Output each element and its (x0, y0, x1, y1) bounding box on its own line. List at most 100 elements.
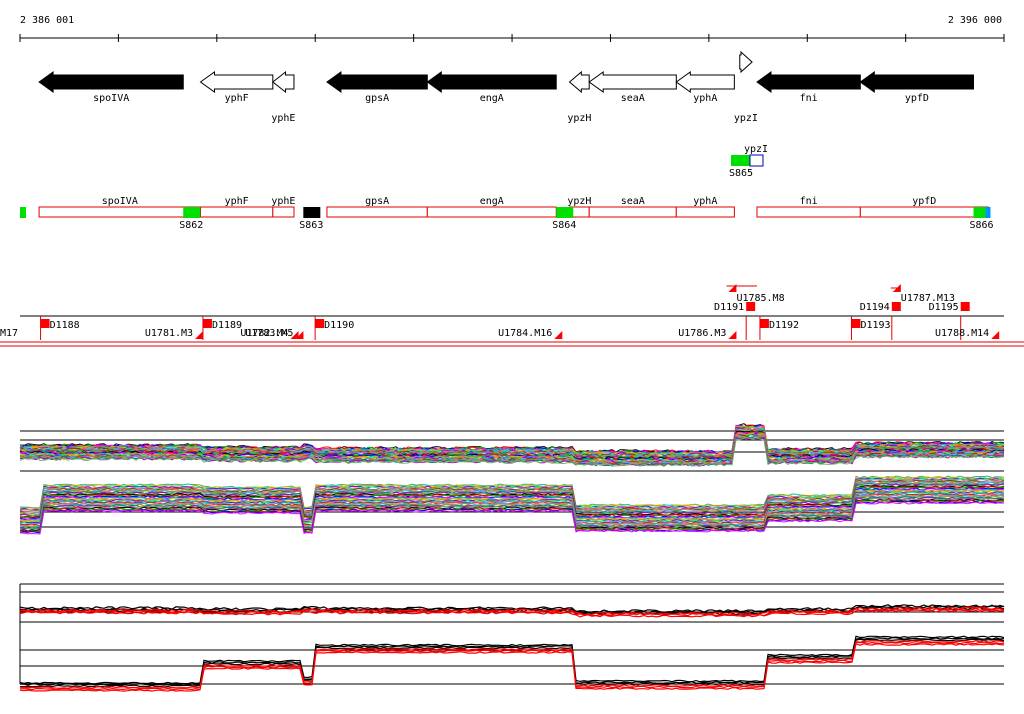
expression-profile-lower (19, 491, 1005, 525)
downshift-marker-d1195[interactable] (960, 302, 970, 311)
gene-label-gpsa: gpsA (365, 93, 389, 104)
s865-sigma-site (731, 155, 750, 166)
expression-profile-lower (19, 493, 1005, 527)
upshift-marker-u1781-m3[interactable] (195, 331, 204, 339)
downshift-marker-d1191[interactable] (746, 302, 756, 311)
gene-arrow-yphe[interactable] (272, 70, 295, 94)
edge-segment-label: M17 (0, 328, 18, 339)
downshift-label-d1191: D1191 (714, 302, 744, 313)
gene-arrow-enga[interactable] (426, 71, 557, 93)
sigma-site-label-s863: S863 (299, 220, 323, 231)
gene-label-fni: fni (800, 93, 818, 104)
gene-label-ypfd: ypfD (905, 93, 929, 104)
transcript-label-ypha: yphA (693, 196, 717, 207)
upshift-marker-u1788-m14[interactable] (991, 331, 1000, 339)
downshift-label-d1189: D1189 (212, 320, 242, 331)
sigma-site-s866[interactable] (973, 207, 991, 218)
transcript-label-gpsa: gpsA (365, 196, 389, 207)
downshift-label-d1190: D1190 (324, 320, 354, 331)
gene-arrow-gpsa[interactable] (326, 71, 428, 93)
transcript-label-fni: fni (800, 196, 818, 207)
upshift-marker-u1786-m3[interactable] (728, 331, 737, 339)
transcript-box-ypfd[interactable] (859, 206, 989, 218)
downshift-marker-d1189[interactable] (202, 319, 212, 328)
downshift-marker-d1193[interactable] (851, 319, 861, 328)
summary-profile-upper (19, 608, 1005, 618)
expression-profile-lower (19, 486, 1005, 520)
ypzi-block-label: ypzI (744, 144, 768, 155)
downshift-label-d1188: D1188 (50, 320, 80, 331)
transcript-label-yphf: yphF (225, 196, 249, 207)
transcript-label-yphe: yphE (271, 196, 295, 207)
downshift-label-d1192: D1192 (769, 320, 799, 331)
start-coordinate: 2 386 001 (20, 15, 74, 26)
sigma-site-label-s862: S862 (179, 220, 203, 231)
transcript-box-fni[interactable] (756, 206, 861, 218)
sigma-site-s864[interactable] (556, 207, 574, 218)
summary-profile-lower (20, 638, 1005, 688)
downshift-label-d1194: D1194 (860, 302, 890, 313)
expression-profile-upper (19, 436, 1005, 467)
summary-profiles (19, 604, 1005, 692)
transcription-unit-track: spoIVA yphF yphE gpsA engA ypzH seaA yphA fni ypf… (20, 196, 994, 231)
expression-profile-lower (19, 501, 1005, 535)
gene-label-ypzh: ypzH (567, 113, 591, 124)
upshift-marker-u1782-m4[interactable] (290, 331, 299, 339)
expression-profile-lower (19, 475, 1005, 509)
sigma-site-s863[interactable] (303, 207, 321, 218)
downshift-marker-d1190[interactable] (315, 319, 325, 328)
ypzi-block-box (749, 154, 764, 167)
expression-profile-lower (19, 495, 1005, 529)
transcript-box-spoiva[interactable] (38, 206, 201, 218)
downshift-marker-d1192[interactable] (759, 319, 769, 328)
summary-profile-lower (19, 641, 1005, 691)
transcript-box-gpsa[interactable] (326, 206, 428, 218)
upshift-marker-u1784-m16[interactable] (554, 331, 563, 339)
downshift-marker-d1194[interactable] (891, 302, 901, 311)
sigma-site-overlap (985, 207, 991, 218)
upshift-label-u1787-m13: U1787.M13 (901, 293, 955, 304)
gene-annotation-track: spoIVA yphF yphE gpsA engA ypzH seaA yphA ypzI fn… (38, 50, 974, 124)
upshift-label-u1781-m3: U1781.M3 (145, 328, 193, 339)
coordinate-axis: 2 386 001 2 396 000 (19, 15, 1005, 42)
transcript-label-ypfd: ypfD (912, 196, 936, 207)
upshift-label-u1784-m16: U1784.M16 (498, 328, 552, 339)
gene-label-yphe: yphE (271, 113, 295, 124)
upshift-label-u1785-m8: U1785.M8 (736, 293, 784, 304)
sigma-site-label-s866: S866 (969, 220, 993, 231)
transcript-label-spoiva: spoIVA (102, 196, 138, 207)
upshift-marker-u1785-m8[interactable] (728, 284, 737, 292)
gene-arrow-ypha[interactable] (675, 71, 735, 93)
gene-arrow-ypzh[interactable] (568, 70, 590, 94)
expression-profile-lower (19, 488, 1005, 521)
downshift-marker-d1188[interactable] (40, 319, 50, 328)
sigma-site-s862[interactable] (183, 207, 201, 218)
expression-profiles (19, 423, 1005, 535)
gene-label-enga: engA (480, 93, 504, 104)
summary-profile-lower (19, 643, 1005, 692)
gene-arrow-ypfd[interactable] (859, 71, 974, 93)
transcript-label-ypzh: ypzH (567, 196, 591, 207)
segmentation-track: M17 D1188 D1189 D1190 D1191 D1192 D1193 D1194 D… (0, 284, 1024, 347)
gene-arrow-seaa[interactable] (588, 71, 677, 93)
upshift-marker-u1783-m5[interactable] (295, 331, 304, 339)
upshift-label-u1782-m4: U1782.M4 (240, 328, 288, 339)
gene-arrow-spoiva[interactable] (38, 71, 184, 93)
transcript-box-seaa[interactable] (588, 206, 677, 218)
gene-arrow-ypzi[interactable] (739, 50, 753, 74)
transcript-box-yphe[interactable] (272, 206, 295, 218)
expression-profile-upper (19, 435, 1005, 466)
expression-profile-upper (19, 425, 1005, 455)
transcript-label-seaa: seaA (621, 196, 645, 207)
transcript-box-enga[interactable] (426, 206, 557, 218)
s865-label: S865 (729, 168, 753, 179)
ypzi-block: ypzI S865 (729, 144, 768, 179)
transcript-box-ypha[interactable] (675, 206, 735, 218)
downshift-label-d1193: D1193 (860, 320, 890, 331)
gene-arrow-fni[interactable] (756, 71, 861, 93)
gene-label-yphf: yphF (225, 93, 249, 104)
end-coordinate: 2 396 000 (948, 15, 1002, 26)
summary-panel-frame (19, 583, 1004, 685)
gene-arrow-yphf[interactable] (199, 71, 274, 93)
transcript-box-yphf[interactable] (199, 206, 274, 218)
